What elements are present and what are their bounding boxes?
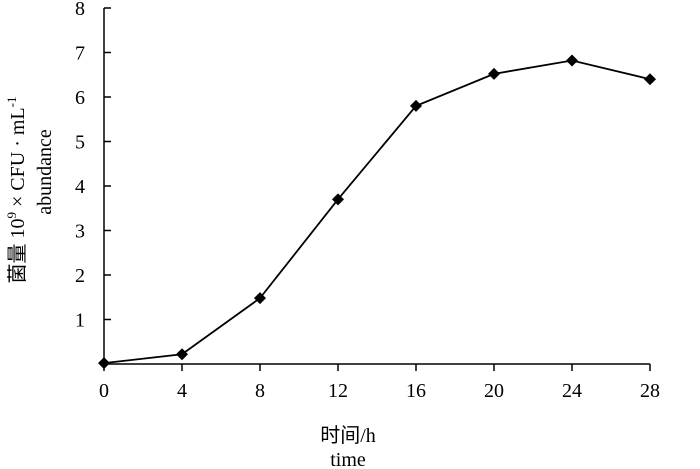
x-tick-label: 8 <box>255 380 265 402</box>
x-tick-label: 20 <box>484 380 504 402</box>
data-point-marker <box>566 54 578 67</box>
x-tick-label: 0 <box>99 380 109 402</box>
y-ticks: 1 2 3 4 5 6 7 8 <box>75 0 111 332</box>
marker-group <box>98 54 656 370</box>
y-tick-label: 5 <box>75 132 85 154</box>
y-axis-title-mid: × CFU · mL <box>7 107 29 212</box>
data-point-marker <box>98 357 110 370</box>
y-tick-label: 1 <box>75 310 85 332</box>
y-tick-label: 6 <box>75 87 85 109</box>
y-tick-label: 8 <box>75 0 85 20</box>
x-ticks: 0 4 8 12 16 20 24 28 <box>99 364 660 402</box>
x-axis-title: 时间/h time <box>320 424 376 469</box>
series-line <box>103 59 651 365</box>
y-axis-title: 菌量 109 × CFU · mL-1 abundance <box>4 97 56 284</box>
y-axis-title-prefix: 菌量 10 <box>6 218 29 283</box>
x-tick-label: 28 <box>640 380 660 402</box>
y-axis-title-line1: 菌量 109 × CFU · mL-1 <box>4 97 29 284</box>
data-point-marker <box>176 348 188 361</box>
data-point-marker <box>254 292 266 305</box>
x-axis-title-line2: time <box>330 449 366 469</box>
x-axis-title-line1: 时间/h <box>320 424 376 447</box>
x-tick-label: 24 <box>562 380 582 402</box>
series-line-group <box>103 59 651 365</box>
x-tick-label: 12 <box>328 380 348 402</box>
data-point-marker <box>332 193 344 206</box>
y-axis-title-line2: abundance <box>34 129 56 215</box>
y-tick-label: 4 <box>75 176 85 198</box>
y-tick-label: 3 <box>75 221 85 243</box>
data-point-marker <box>410 99 422 112</box>
x-tick-label: 4 <box>177 380 187 402</box>
y-tick-label: 2 <box>75 265 85 287</box>
y-tick-label: 7 <box>75 43 85 65</box>
y-axis-title-sup1: 9 <box>4 212 19 219</box>
y-axis-title-sup2: -1 <box>4 97 19 108</box>
x-tick-label: 16 <box>406 380 426 402</box>
data-point-marker <box>488 67 500 80</box>
data-point-marker <box>644 73 656 86</box>
